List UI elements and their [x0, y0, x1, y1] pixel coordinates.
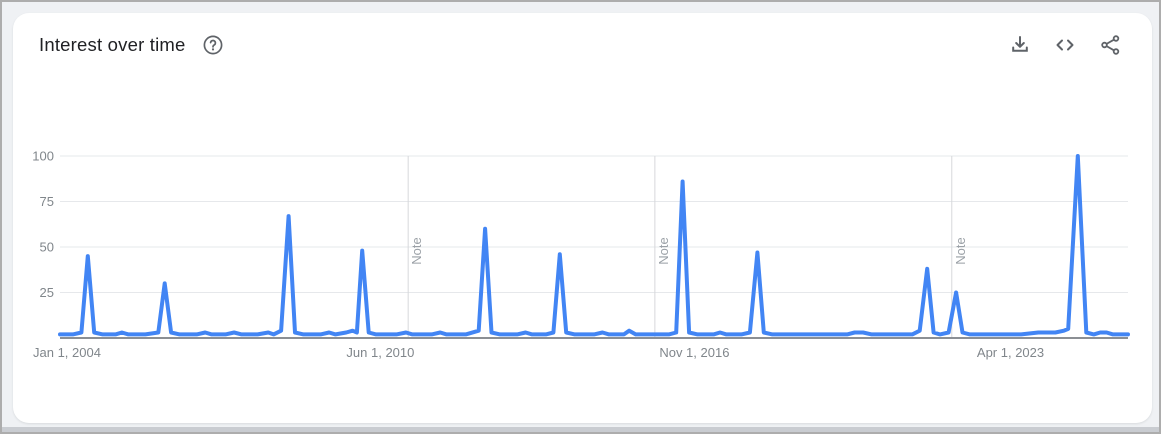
y-tick-label: 100 — [32, 149, 54, 164]
note-label-0[interactable]: Note — [409, 237, 424, 264]
bottom-scroll-strip — [2, 427, 1159, 432]
title-group: Interest over time — [13, 33, 225, 57]
note-label-2[interactable]: Note — [953, 237, 968, 264]
chart-area: 25 50 75 100 Note Note Note Jan 1, 2004 Jun 1, 2… — [13, 13, 1152, 423]
x-tick-label-3: Apr 1, 2023 — [977, 345, 1044, 360]
embed-code-icon[interactable] — [1053, 33, 1077, 57]
header-actions — [1008, 33, 1152, 57]
share-icon[interactable] — [1098, 33, 1122, 57]
interest-over-time-card: 25 50 75 100 Note Note Note Jan 1, 2004 Jun 1, 2… — [13, 13, 1152, 423]
note-label-1[interactable]: Note — [656, 237, 671, 264]
line-chart[interactable]: 25 50 75 100 Note Note Note Jan 1, 2004 Jun 1, 2… — [13, 13, 1152, 423]
page-title: Interest over time — [39, 34, 186, 55]
y-tick-label: 25 — [40, 285, 54, 300]
series-line-interest[interactable] — [58, 154, 1130, 337]
x-tick-label-0: Jan 1, 2004 — [33, 345, 101, 360]
card-header: Interest over time — [13, 13, 1152, 77]
help-icon[interactable] — [201, 33, 225, 57]
y-tick-label: 75 — [40, 194, 54, 209]
x-tick-label-2: Nov 1, 2016 — [659, 345, 729, 360]
x-tick-label-1: Jun 1, 2010 — [346, 345, 414, 360]
y-tick-label: 50 — [40, 240, 54, 255]
download-icon[interactable] — [1008, 33, 1032, 57]
